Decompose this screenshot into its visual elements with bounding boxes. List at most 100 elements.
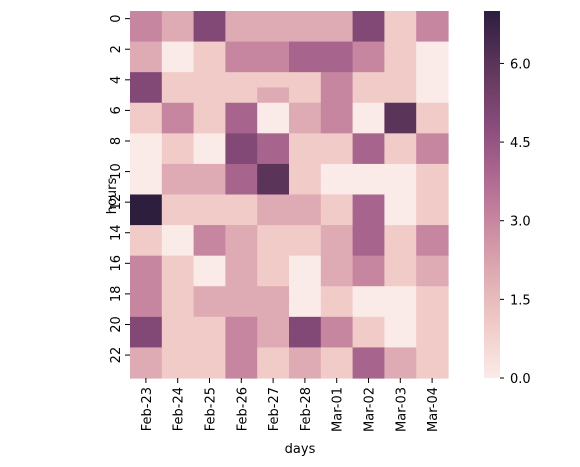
heatmap-cell <box>130 102 163 119</box>
heatmap-cell <box>130 240 163 257</box>
heatmap-cell <box>416 209 449 226</box>
heatmap-cell <box>320 316 354 333</box>
heatmap-cell <box>384 163 417 180</box>
heatmap-cell <box>161 11 195 27</box>
heatmap-cell <box>193 286 226 303</box>
heatmap-cell <box>130 148 163 165</box>
x-tick-label: Feb-24 <box>172 387 187 431</box>
heatmap-cell <box>352 362 385 379</box>
heatmap-cell <box>161 72 195 89</box>
colorbar-tick-label: 1.5 <box>510 293 531 308</box>
heatmap-cell <box>193 11 226 27</box>
heatmap-cell <box>161 118 195 134</box>
heatmap-cell <box>161 87 195 104</box>
heatmap-cell <box>384 225 417 241</box>
heatmap-cell <box>225 332 258 349</box>
heatmap-cell <box>130 332 163 349</box>
heatmap-cell <box>384 347 417 364</box>
heatmap-cell <box>257 209 290 226</box>
heatmap-cell <box>225 286 258 303</box>
heatmap-cell <box>161 102 195 119</box>
y-tick-label: 2 <box>109 45 124 53</box>
heatmap-cell <box>257 270 290 287</box>
heatmap-cell <box>193 87 226 104</box>
heatmap-cell <box>161 56 195 73</box>
heatmap-cell <box>257 347 290 364</box>
heatmap-cell <box>161 286 195 303</box>
heatmap-cell <box>161 194 195 211</box>
heatmap-cell <box>384 41 417 58</box>
heatmap-cell <box>193 194 226 211</box>
x-tick-label: Feb-26 <box>235 387 250 431</box>
heatmap-cell <box>193 133 226 150</box>
heatmap-cell <box>130 87 163 104</box>
heatmap-cell <box>193 72 226 89</box>
heatmap-cell <box>384 270 417 287</box>
heatmap-cell <box>416 11 449 27</box>
heatmap-cell <box>416 163 449 180</box>
heatmap-cell <box>225 270 258 287</box>
heatmap-cell <box>193 332 226 349</box>
y-tick-label: 12 <box>109 194 124 211</box>
heatmap-cell <box>352 41 385 58</box>
heatmap-cell <box>320 102 354 119</box>
heatmap-cell <box>225 301 258 318</box>
heatmap-cell <box>320 163 354 180</box>
heatmap-cell <box>225 118 258 134</box>
heatmap-cell <box>320 56 354 73</box>
heatmap-cell <box>130 72 163 89</box>
heatmap-cell <box>130 133 163 150</box>
heatmap-cell <box>225 133 258 150</box>
heatmap-cell <box>320 209 354 226</box>
heatmap-cell <box>320 148 354 165</box>
heatmap-cell <box>384 286 417 303</box>
heatmap-cell <box>161 255 195 272</box>
heatmap-cell <box>193 179 226 196</box>
heatmap-cell <box>320 362 354 379</box>
heatmap-cell <box>289 179 322 196</box>
colorbar-tick-label: 0.0 <box>510 372 531 387</box>
colorbar-tick-label: 3.0 <box>510 215 531 230</box>
heatmap-cell <box>320 41 354 58</box>
heatmap-cell <box>416 301 449 318</box>
heatmap-cell <box>130 316 163 333</box>
heatmap-cell <box>130 179 163 196</box>
heatmap-cell <box>257 72 290 89</box>
heatmap-cell <box>289 347 322 364</box>
heatmap-cell <box>289 56 322 73</box>
heatmap-cell <box>416 133 449 150</box>
heatmap-cell <box>320 26 354 43</box>
heatmap-cell <box>130 301 163 318</box>
heatmap-cell <box>384 118 417 134</box>
heatmap-cell <box>320 270 354 287</box>
heatmap-cell <box>384 240 417 257</box>
heatmap-cell <box>352 87 385 104</box>
heatmap-cell <box>257 301 290 318</box>
heatmap-cell <box>225 179 258 196</box>
heatmap-cell <box>161 133 195 150</box>
x-axis-label: days <box>285 442 316 457</box>
heatmap-cell <box>161 148 195 165</box>
heatmap-cell <box>130 41 163 58</box>
heatmap-cell <box>193 316 226 333</box>
heatmap-cell <box>257 316 290 333</box>
heatmap-cell <box>384 362 417 379</box>
heatmap-cell <box>416 225 449 241</box>
heatmap-cell <box>384 148 417 165</box>
heatmap-cell <box>193 225 226 241</box>
heatmap-cell <box>257 26 290 43</box>
heatmap-cell <box>225 72 258 89</box>
heatmap-cell <box>352 240 385 257</box>
heatmap-cell <box>161 179 195 196</box>
heatmap-cell <box>320 133 354 150</box>
heatmap-cell <box>161 316 195 333</box>
heatmap-cell <box>352 163 385 180</box>
heatmap-cell <box>225 26 258 43</box>
y-tick-label: 6 <box>109 106 124 114</box>
heatmap-cell <box>161 332 195 349</box>
heatmap-cell <box>352 194 385 211</box>
heatmap-cell <box>225 56 258 73</box>
heatmap-cell <box>352 72 385 89</box>
heatmap-cell <box>225 194 258 211</box>
heatmap-cell <box>225 148 258 165</box>
